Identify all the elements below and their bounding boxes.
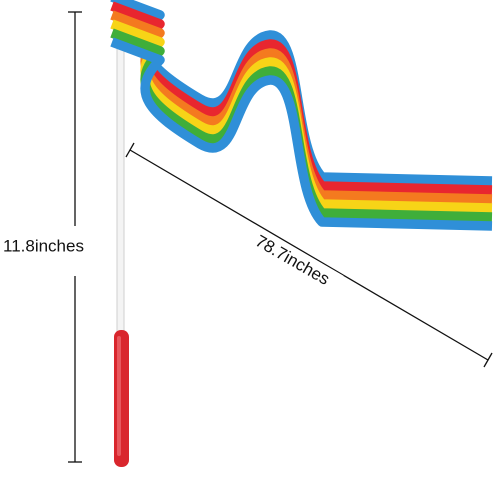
dimension-line — [129, 149, 489, 361]
dimension-tick — [125, 142, 135, 158]
dimension-tick — [483, 352, 493, 368]
handle-highlight — [117, 336, 121, 456]
handle — [114, 330, 129, 467]
length-dimension — [125, 142, 493, 368]
height-label: 11.8inches — [3, 236, 84, 255]
height-dimension — [68, 11, 82, 463]
label-backdrop — [240, 223, 344, 299]
stick — [116, 21, 125, 335]
